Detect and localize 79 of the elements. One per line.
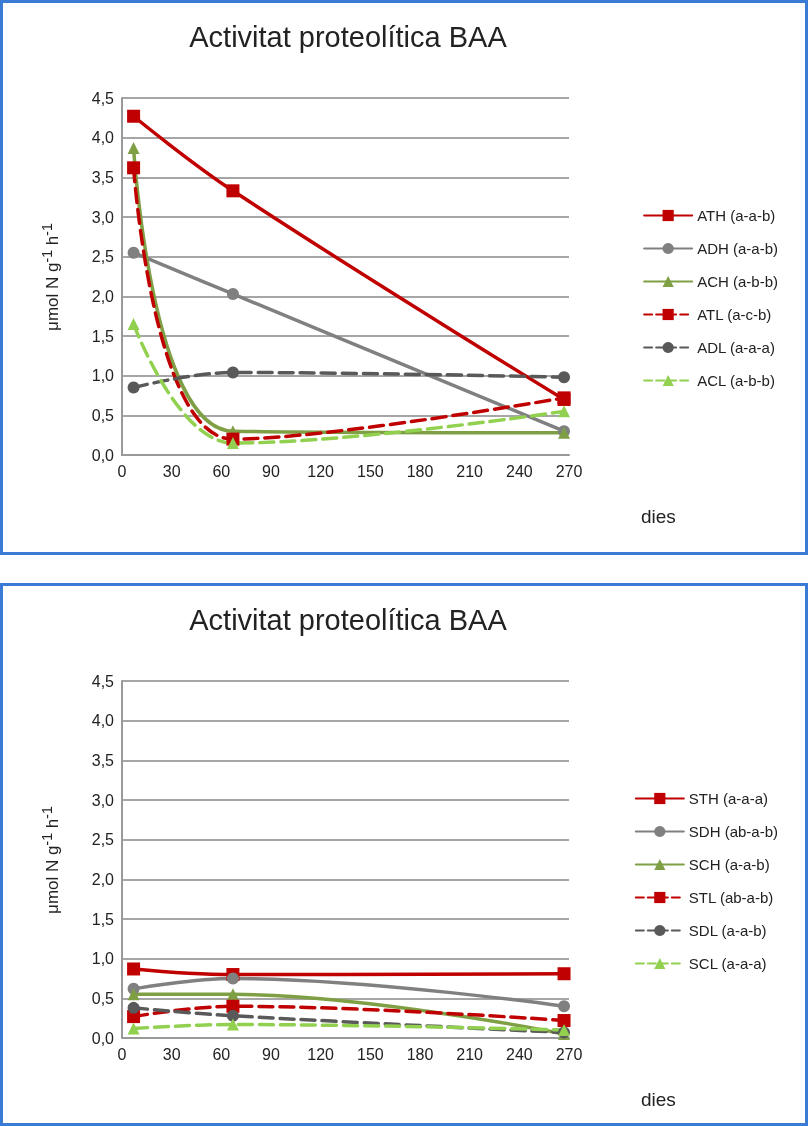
x-tick-label: 180	[406, 1045, 434, 1063]
y-tick-label: 2,0	[91, 287, 115, 305]
x-axis-title: dies	[641, 1089, 676, 1111]
legend-label: SCL (a-a-a)	[688, 955, 767, 972]
legend-label: ACH (a-b-b)	[697, 273, 779, 290]
y-tick-label: 1,5	[91, 327, 115, 345]
legend-label: ACL (a-b-b)	[697, 372, 775, 389]
x-tick-label: 90	[262, 462, 280, 480]
legend-label: STH (a-a-a)	[688, 790, 768, 807]
point	[226, 287, 239, 300]
legend-label: STL (ab-a-b)	[688, 889, 774, 906]
y-tick-label: 3,5	[91, 751, 115, 769]
legend-label: SDL (a-a-b)	[688, 922, 767, 939]
point	[226, 988, 239, 1001]
point	[127, 1022, 140, 1035]
legend-label: SCH (a-a-b)	[688, 856, 770, 873]
y-tick-label: 2,0	[91, 870, 115, 888]
point	[226, 972, 239, 985]
point	[226, 1009, 239, 1022]
x-tick-label: 270	[555, 1045, 583, 1063]
y-tick-label: 1,5	[91, 910, 115, 928]
point	[557, 1014, 571, 1028]
x-tick-label: 270	[555, 462, 583, 480]
point	[127, 141, 140, 154]
x-tick-label: 210	[456, 1045, 484, 1063]
point	[127, 246, 140, 259]
point	[226, 1018, 239, 1031]
chart-title: Activitat proteolítica BAA	[189, 603, 508, 636]
chart-title: Activitat proteolítica BAA	[189, 20, 508, 53]
y-tick-label: 1,0	[91, 950, 115, 968]
y-tick-label: 2,5	[91, 831, 115, 849]
x-tick-label: 0	[117, 1045, 127, 1063]
y-tick-label: 3,0	[91, 791, 115, 809]
x-tick-label: 240	[505, 462, 533, 480]
x-tick-label: 180	[406, 462, 434, 480]
y-tick-label: 0,0	[91, 446, 115, 464]
y-tick-label: 3,5	[91, 168, 115, 186]
x-tick-label: 0	[117, 462, 127, 480]
point	[127, 988, 140, 1001]
point	[226, 366, 239, 379]
x-axis-title: dies	[641, 506, 676, 528]
y-tick-label: 4,5	[91, 89, 115, 107]
legend-label: ADL (a-a-a)	[697, 339, 775, 356]
x-tick-label: 240	[505, 1045, 533, 1063]
point	[127, 109, 141, 123]
point	[226, 437, 239, 450]
point	[226, 184, 240, 198]
x-tick-label: 210	[456, 462, 484, 480]
x-tick-label: 30	[162, 462, 181, 480]
x-tick-label: 120	[307, 1045, 335, 1063]
legend-label: ADH (a-a-b)	[697, 240, 779, 257]
point	[127, 161, 141, 175]
point	[127, 1001, 140, 1014]
y-tick-label: 4,0	[91, 129, 115, 147]
x-tick-label: 60	[212, 462, 231, 480]
point	[127, 318, 140, 331]
x-tick-label: 120	[307, 462, 335, 480]
legend-label: ATH (a-a-b)	[697, 207, 776, 224]
y-tick-label: 0,5	[91, 406, 115, 424]
legend-label: ATL (a-c-b)	[697, 306, 772, 323]
point	[127, 962, 141, 976]
x-tick-label: 90	[262, 1045, 280, 1063]
y-tick-label: 1,0	[91, 367, 115, 385]
x-tick-label: 150	[356, 462, 384, 480]
y-tick-label: 3,0	[91, 208, 115, 226]
y-tick-label: 4,0	[91, 712, 115, 730]
y-tick-label: 2,5	[91, 248, 115, 266]
point	[127, 381, 140, 394]
point	[558, 371, 571, 384]
point	[558, 1000, 571, 1013]
y-tick-label: 4,5	[91, 672, 115, 690]
point	[558, 405, 571, 418]
x-tick-label: 150	[356, 1045, 384, 1063]
x-tick-label: 30	[162, 1045, 181, 1063]
x-tick-label: 60	[212, 1045, 231, 1063]
point	[557, 967, 571, 981]
legend-label: SDH (ab-a-b)	[688, 823, 778, 840]
y-tick-label: 0,5	[91, 989, 115, 1007]
y-tick-label: 0,0	[91, 1029, 115, 1047]
